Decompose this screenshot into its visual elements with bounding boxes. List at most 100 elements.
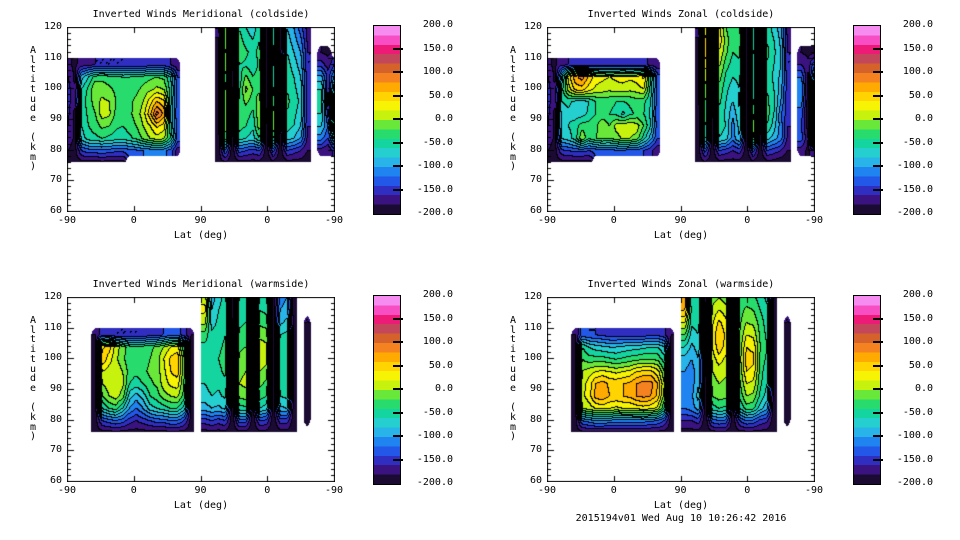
y-tick-label: 70 (529, 174, 542, 186)
colorbar-tick-label: 150.0 (902, 312, 933, 324)
y-tick-label: 90 (49, 383, 62, 394)
y-tick-label: 70 (49, 444, 62, 456)
colorbar-tick-label: 100.0 (902, 66, 933, 77)
x-tick-label: -90 (324, 485, 344, 496)
contour-plot-canvas (547, 297, 815, 482)
x-axis-title: Lat (deg) (173, 230, 229, 241)
y-tick-label: 120 (43, 291, 62, 302)
colorbar-tick-label: 0.0 (914, 383, 933, 394)
x-tick-label: -90 (537, 485, 557, 496)
x-tick-label: 0 (744, 215, 751, 226)
y-tick-label: 70 (49, 174, 62, 186)
colorbar-tick-label: 200.0 (902, 289, 933, 300)
x-tick-label: -90 (537, 215, 557, 226)
colorbar-tick-label: -100.0 (896, 430, 933, 441)
y-tick-label: 100 (523, 352, 542, 364)
colorbar-tick-label: -200.0 (896, 477, 933, 488)
colorbar-tick-mark (873, 388, 883, 390)
colorbar-tick-mark (873, 94, 883, 97)
x-tick-label: 0 (610, 485, 617, 496)
colorbar-tick-label: 0.0 (434, 113, 453, 124)
colorbar-tick-label: 50.0 (908, 359, 933, 371)
colorbar-tick-mark (393, 435, 403, 437)
colorbar-tick-mark (873, 341, 883, 343)
x-tick-label: 0 (744, 485, 751, 496)
colorbar-tick-mark (393, 411, 403, 414)
colorbar-tick-label: -200.0 (416, 477, 453, 488)
colorbar-tick-label: 0.0 (914, 113, 933, 124)
colorbar-tick-label: 100.0 (422, 66, 453, 77)
y-tick-label: 70 (529, 444, 542, 456)
y-tick-label: 120 (523, 21, 542, 32)
colorbar-tick-mark (873, 411, 883, 414)
y-tick-label: 110 (43, 51, 62, 63)
x-axis-title: Lat (deg) (173, 500, 229, 511)
colorbar-tick-label: 150.0 (422, 312, 453, 324)
colorbar-tick-mark (393, 165, 403, 167)
colorbar-gradient (853, 25, 881, 215)
x-tick-label: 90 (194, 215, 207, 226)
y-tick-label: 100 (43, 352, 62, 364)
y-tick-label: 80 (529, 413, 542, 425)
colorbar-tick-label: -100.0 (416, 160, 453, 171)
colorbar-tick-mark (393, 188, 403, 191)
colorbar-tick-mark (393, 317, 403, 320)
contour-plot-canvas (67, 27, 335, 212)
y-tick-label: 80 (529, 143, 542, 155)
panel-title: Inverted Winds Zonal (warmside) (587, 279, 775, 290)
colorbar-tick-mark (873, 458, 883, 461)
y-tick-label: 110 (523, 321, 542, 333)
colorbar-tick-mark (393, 94, 403, 97)
contour-plot-canvas (67, 297, 335, 482)
x-tick-label: 90 (674, 215, 687, 226)
y-tick-label: 110 (43, 321, 62, 333)
colorbar-tick-label: 50.0 (428, 89, 453, 101)
colorbar-tick-mark (873, 47, 883, 50)
colorbar-tick-mark (873, 188, 883, 191)
colorbar-tick-label: -50.0 (902, 136, 933, 148)
colorbar-tick-mark (873, 364, 883, 367)
x-axis-title: Lat (deg) (653, 230, 709, 241)
colorbar-tick-mark (873, 71, 883, 73)
x-tick-label: 90 (674, 485, 687, 496)
colorbar-tick-label: -150.0 (896, 453, 933, 465)
colorbar-tick-label: -200.0 (896, 207, 933, 218)
x-tick-label: -90 (804, 215, 824, 226)
panel-title: Inverted Winds Zonal (coldside) (587, 9, 775, 20)
version-timestamp: 2015194v01 Wed Aug 10 10:26:42 2016 (575, 513, 787, 524)
x-tick-label: -90 (804, 485, 824, 496)
x-axis-title: Lat (deg) (653, 500, 709, 511)
colorbar-tick-label: 0.0 (434, 383, 453, 394)
x-tick-label: -90 (57, 485, 77, 496)
colorbar-tick-mark (393, 47, 403, 50)
colorbar-tick-mark (873, 141, 883, 144)
y-tick-label: 60 (529, 475, 542, 486)
colorbar-tick-label: 200.0 (422, 19, 453, 30)
colorbar-tick-mark (393, 141, 403, 144)
colorbar-gradient (373, 25, 401, 215)
panel-title: Inverted Winds Meridional (warmside) (92, 279, 310, 290)
colorbar-tick-label: -50.0 (422, 406, 453, 418)
y-tick-label: 90 (49, 113, 62, 124)
colorbar-tick-mark (873, 118, 883, 120)
colorbar-tick-label: -100.0 (416, 430, 453, 441)
colorbar-tick-label: 100.0 (902, 336, 933, 347)
colorbar-tick-label: -150.0 (896, 183, 933, 195)
x-tick-label: 0 (264, 215, 271, 226)
colorbar-tick-mark (393, 118, 403, 120)
colorbar-tick-label: 50.0 (908, 89, 933, 101)
colorbar-tick-label: 150.0 (902, 42, 933, 54)
y-tick-label: 90 (529, 383, 542, 394)
y-tick-label: 120 (43, 21, 62, 32)
x-tick-label: -90 (324, 215, 344, 226)
colorbar-gradient (373, 295, 401, 485)
colorbar-tick-mark (393, 341, 403, 343)
colorbar-tick-label: -150.0 (416, 453, 453, 465)
